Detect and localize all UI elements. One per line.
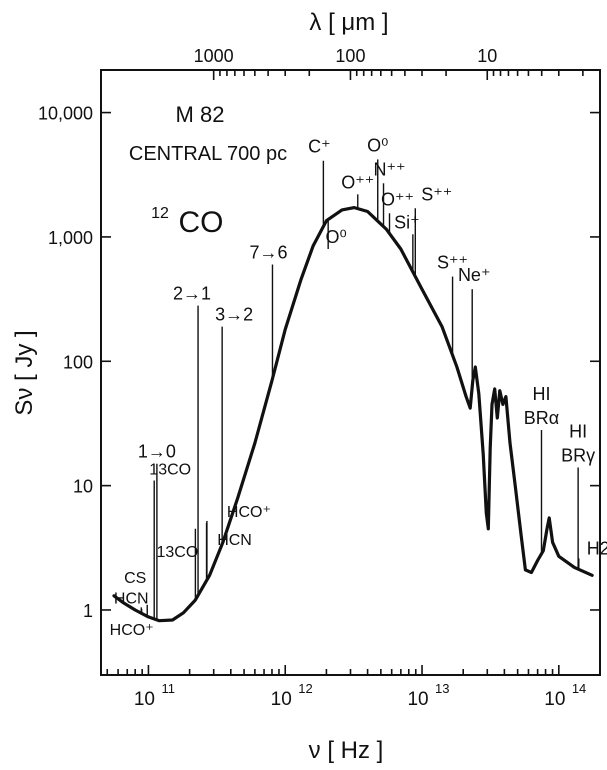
object-name: M 82 (176, 102, 225, 127)
spectral-line-label: HI (569, 421, 587, 441)
spectral-line-label: 13CO (149, 461, 191, 478)
spectral-line-label: C⁺ (308, 137, 331, 157)
spectral-line-label: HI (532, 384, 550, 404)
top-tick-label: 100 (335, 46, 365, 66)
x-axis-title: ν [ Hz ] (309, 737, 384, 764)
spectral-line-label: 1→0 (138, 442, 176, 462)
x-tick-label: 10 (544, 689, 565, 710)
spectral-line-label: O⁺⁺ (381, 189, 414, 209)
y-tick-label: 1,000 (48, 228, 93, 248)
spectral-line-label: 13CO (156, 544, 198, 561)
x-tick-exponent: 14 (572, 681, 586, 696)
x-tick-label: 10 (134, 689, 155, 710)
spectral-line-label: Ne⁺ (458, 265, 491, 285)
y-axis-title: Sν [ Jy ] (11, 330, 38, 415)
sed-curve (112, 206, 594, 623)
y-tick-label: 1 (83, 601, 93, 621)
y-tick-label: 10,000 (38, 104, 93, 124)
co-species: CO (179, 206, 224, 239)
spectral-line-label: N⁺⁺ (374, 159, 406, 179)
spectral-line-label: O⁰ (367, 135, 388, 155)
x-tick-exponent: 11 (161, 681, 175, 696)
spectral-line-label: 3→2 (215, 305, 253, 325)
x-tick-label: 10 (407, 689, 428, 710)
y-tick-label: 100 (63, 352, 93, 372)
spectral-line-label: S⁺⁺ (421, 184, 452, 204)
spectral-line-label: 2→1 (173, 284, 211, 304)
region-label: CENTRAL 700 pc (129, 143, 287, 165)
y-tick-label: 10 (73, 477, 93, 497)
top-tick-label: 10 (477, 46, 497, 66)
spectral-line-label: Si⁺ (394, 212, 420, 232)
co-mass-number: 12 (151, 205, 169, 222)
spectral-line-label: 7→6 (249, 243, 287, 263)
spectral-line-label: BRγ (561, 445, 595, 465)
top-tick-label: 1000 (194, 46, 234, 66)
spectral-line-label: CS (124, 570, 146, 587)
top-axis-title: λ [ μm ] (309, 9, 388, 36)
spectral-line-label: S⁺⁺ (437, 253, 468, 273)
x-tick-label: 10 (271, 689, 292, 710)
spectral-line-label: BRα (524, 408, 559, 428)
spectral-line-label: HCO⁺ (110, 622, 154, 639)
spectral-line-label: HCO⁺ (227, 504, 271, 521)
x-tick-exponent: 13 (435, 681, 449, 696)
spectral-line-label: O⁰ (326, 227, 347, 247)
x-tick-exponent: 12 (298, 681, 312, 696)
spectral-line-label: H2 (587, 538, 607, 558)
spectral-line-label: O⁺⁺ (341, 172, 374, 192)
